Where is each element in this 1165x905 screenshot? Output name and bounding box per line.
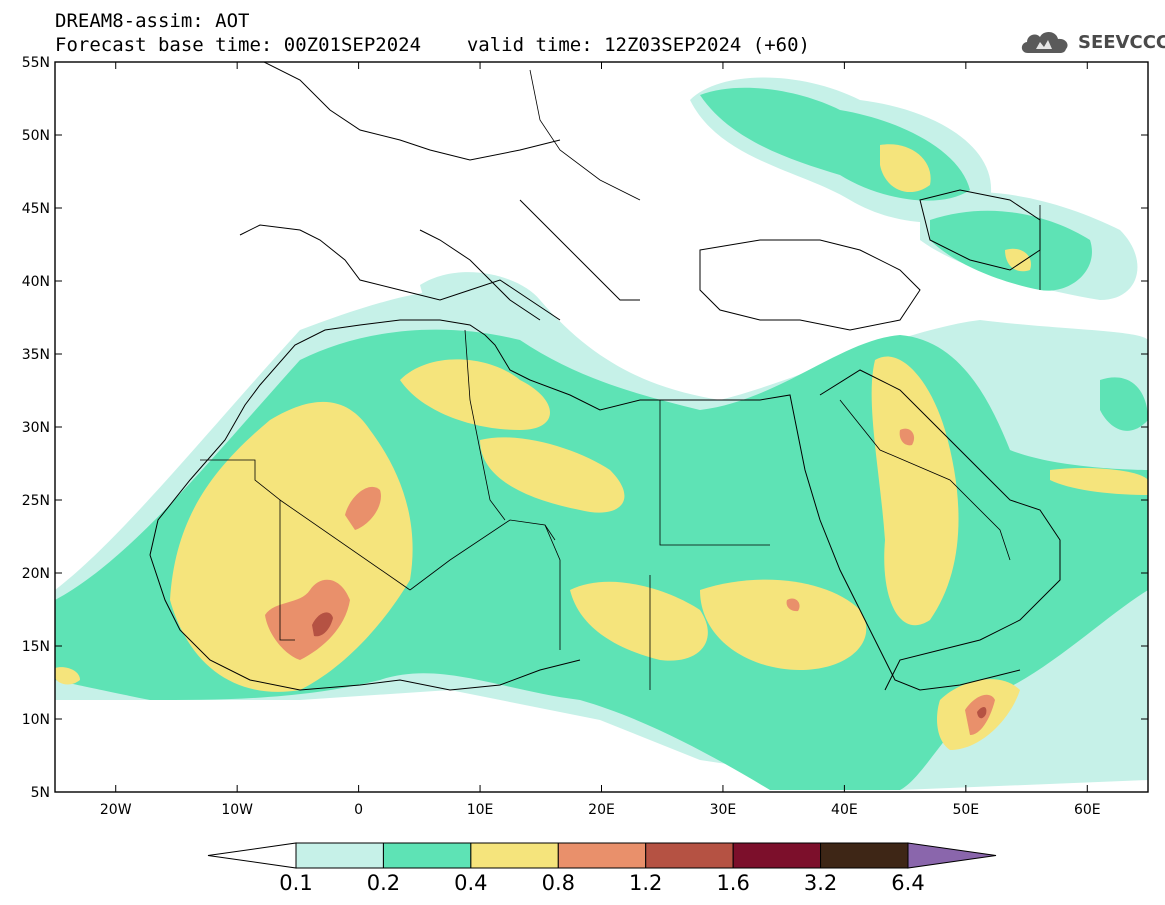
coastlines <box>149 62 1061 691</box>
map-title: DREAM8-assim: AOT <box>55 10 250 32</box>
lat-tick-label: 5N <box>31 785 50 801</box>
lon-tick-label: 40E <box>831 802 858 818</box>
lon-tick-label: 50E <box>952 802 979 818</box>
lat-tick-label: 35N <box>22 347 50 363</box>
borders <box>200 69 1041 690</box>
valid-time: valid time: 12Z03SEP2024 (+60) <box>466 34 810 56</box>
colorbar-label: 0.8 <box>542 871 575 895</box>
lat-tick-label: 15N <box>22 639 50 655</box>
colorbar-label: 3.2 <box>804 871 837 895</box>
lat-tick-label: 40N <box>22 274 50 290</box>
colorbar: 0.1 0.2 0.4 0.8 1.2 1.6 3.2 6.4 <box>207 842 997 895</box>
colorbar-label: 1.6 <box>716 871 749 895</box>
forecast-times: Forecast base time: 00Z01SEP2024 valid t… <box>55 34 810 56</box>
aot-field <box>55 77 1148 790</box>
lon-tick-label: 20W <box>100 802 132 818</box>
colorbar-label: 0.2 <box>367 871 400 895</box>
lon-tick-label: 0 <box>354 802 363 818</box>
forecast-base-time: Forecast base time: 00Z01SEP2024 <box>55 34 422 56</box>
lat-tick-label: 50N <box>22 128 50 144</box>
lat-tick-label: 25N <box>22 493 50 509</box>
seevccc-logo: SEEVCCC <box>1018 26 1165 58</box>
logo-text: SEEVCCC <box>1078 31 1165 53</box>
colorbar-under-arrow <box>207 842 297 869</box>
colorbar-label: 6.4 <box>891 871 924 895</box>
colorbar-box <box>295 842 384 869</box>
lat-tick-label: 45N <box>22 201 50 217</box>
colorbar-box <box>645 842 734 869</box>
lon-tick-label: 20E <box>588 802 615 818</box>
colorbar-box <box>382 842 472 869</box>
colorbar-box <box>470 842 559 869</box>
lon-tick-label: 60E <box>1074 802 1101 818</box>
lon-tick-label: 10W <box>221 802 253 818</box>
lat-tick-label: 55N <box>22 55 50 71</box>
lat-tick-label: 10N <box>22 712 50 728</box>
colorbar-label: 1.2 <box>629 871 662 895</box>
colorbar-box <box>820 842 909 869</box>
lat-tick-label: 20N <box>22 566 50 582</box>
axis-ticks: 20W 10W 0 10E 20E 30E 40E 50E 60E 55N 50N 45N 40N 35N… <box>22 55 1148 818</box>
colorbar-over-arrow <box>907 842 997 869</box>
colorbar-box <box>732 842 822 869</box>
colorbar-label: 0.1 <box>279 871 312 895</box>
cloud-icon <box>1021 31 1068 53</box>
lon-tick-label: 10E <box>467 802 494 818</box>
colorbar-label: 0.4 <box>454 871 487 895</box>
colorbar-box <box>557 842 647 869</box>
lon-tick-label: 30E <box>710 802 737 818</box>
lat-tick-label: 30N <box>22 420 50 436</box>
